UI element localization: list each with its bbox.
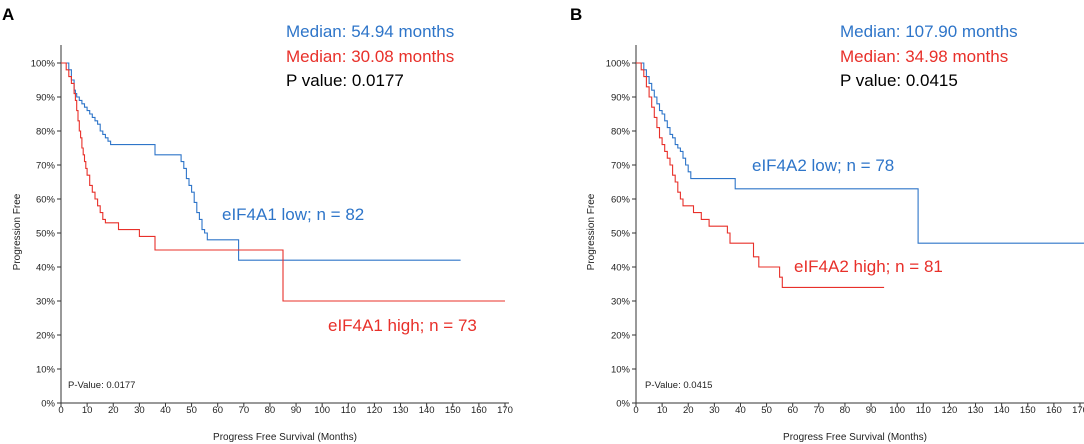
panel-b-x-tick-label: 160 (1046, 405, 1062, 416)
panel-b-y-tick-label: 80% (611, 127, 631, 138)
panel-a-x-tick-label: 170 (497, 405, 513, 416)
panel-a-y-tick-label: 80% (36, 127, 56, 138)
panel-a-x-tick-label: 70 (239, 405, 250, 416)
panel-b-x-axis-title: Progress Free Survival (Months) (783, 432, 927, 443)
panel-b-y-tick-label: 100% (606, 59, 631, 70)
panel-b-x-tick-label: 0 (633, 405, 638, 416)
panel-b-x-tick-label: 40 (735, 405, 746, 416)
panel-a-low-series-line (61, 62, 461, 261)
panel-b-y-tick-label: 0% (616, 399, 630, 410)
panel-a-y-tick-label: 60% (36, 195, 56, 206)
panel-b-p-value: P value: 0.0415 (840, 71, 958, 90)
panel-b-low-curve-label: eIF4A2 low; n = 78 (752, 156, 894, 175)
panel-a-plot: 0% 10% 20% 30% 40% 50% 60% 70% 80% 90% 100% 0 10 20 30… (31, 45, 513, 416)
panel-a: A Median: 54.94 months Median: 30.08 mon… (2, 5, 513, 443)
panel-b-x-tick-label: 50 (761, 405, 772, 416)
panel-b: B Median: 107.90 months Median: 34.98 mo… (570, 5, 1084, 443)
panel-a-high-series-line (61, 62, 505, 302)
panel-a-letter: A (2, 5, 14, 24)
panel-b-high-series-line (636, 62, 885, 288)
panel-a-x-tick-label: 20 (108, 405, 119, 416)
panel-b-y-tick-label: 90% (611, 93, 631, 104)
panel-b-x-tick-label: 110 (916, 405, 931, 416)
panel-b-x-tick-label: 100 (889, 405, 905, 416)
panel-b-x-tick-label: 150 (1020, 405, 1036, 416)
panel-b-high-curve-label: eIF4A2 high; n = 81 (794, 257, 943, 276)
panel-b-y-tick-label: 40% (611, 263, 631, 274)
panel-b-y-axis-title: Progression Free (586, 193, 597, 270)
panel-a-x-tick-label: 10 (82, 405, 93, 416)
panel-a-x-tick-label: 40 (160, 405, 171, 416)
panel-a-x-tick-label: 110 (341, 405, 356, 416)
panel-b-plot: 0% 10% 20% 30% 40% 50% 60% 70% 80% 90% 100% 0 10 20 30… (606, 45, 1084, 416)
panel-a-y-tick-label: 30% (36, 297, 56, 308)
panel-a-x-tick-label: 90 (291, 405, 302, 416)
panel-a-y-tick-label: 50% (36, 229, 56, 240)
panel-b-median-high: Median: 34.98 months (840, 47, 1008, 66)
panel-b-x-tick-label: 70 (814, 405, 825, 416)
panel-a-x-tick-label: 160 (471, 405, 487, 416)
panel-a-x-tick-label: 150 (445, 405, 461, 416)
panel-b-letter: B (570, 5, 582, 24)
panel-a-median-low: Median: 54.94 months (286, 22, 454, 41)
panel-a-low-curve-label: eIF4A1 low; n = 82 (222, 205, 364, 224)
panel-a-median-high: Median: 30.08 months (286, 47, 454, 66)
panel-b-x-tick-label: 10 (657, 405, 668, 416)
panel-b-y-tick-label: 10% (611, 365, 631, 376)
panel-b-y-tick-label: 30% (611, 297, 631, 308)
panel-b-x-tick-label: 130 (968, 405, 984, 416)
panel-a-x-tick-label: 80 (265, 405, 276, 416)
panel-b-x-tick-label: 140 (994, 405, 1010, 416)
panel-a-x-axis-title: Progress Free Survival (Months) (213, 432, 357, 443)
panel-a-x-tick-label: 120 (366, 405, 382, 416)
panel-b-y-tick-label: 50% (611, 229, 631, 240)
panel-b-x-tick-label: 80 (840, 405, 851, 416)
panel-a-x-tick-label: 50 (186, 405, 197, 416)
panel-a-y-tick-label: 0% (41, 399, 55, 410)
panel-a-x-tick-label: 60 (212, 405, 223, 416)
panel-a-x-tick-label: 30 (134, 405, 145, 416)
panel-b-x-tick-label: 90 (866, 405, 877, 416)
panel-b-median-low: Median: 107.90 months (840, 22, 1018, 41)
panel-b-low-series-line (636, 62, 1084, 244)
panel-a-high-curve-label: eIF4A1 high; n = 73 (328, 316, 477, 335)
panel-b-p-value-small: P-Value: 0.0415 (645, 380, 712, 391)
panel-a-y-tick-label: 20% (36, 331, 56, 342)
panel-a-p-value-small: P-Value: 0.0177 (68, 380, 135, 391)
panel-b-y-tick-label: 60% (611, 195, 631, 206)
panel-b-x-tick-label: 20 (683, 405, 694, 416)
panel-b-y-tick-label: 20% (611, 331, 631, 342)
panel-a-y-tick-label: 70% (36, 161, 56, 172)
panel-a-x-tick-label: 0 (58, 405, 63, 416)
panel-a-y-tick-label: 90% (36, 93, 56, 104)
panel-b-x-tick-label: 30 (709, 405, 720, 416)
panel-a-x-tick-label: 130 (393, 405, 409, 416)
panel-a-y-axis-title: Progression Free (12, 193, 23, 270)
panel-b-y-tick-label: 70% (611, 161, 631, 172)
panel-b-x-tick-label: 60 (787, 405, 798, 416)
panel-a-y-tick-label: 10% (36, 365, 56, 376)
panel-b-x-tick-label: 170 (1072, 405, 1084, 416)
panel-a-x-tick-label: 140 (419, 405, 435, 416)
panel-a-x-tick-label: 100 (314, 405, 330, 416)
panel-b-x-tick-label: 120 (941, 405, 957, 416)
panel-a-y-tick-label: 40% (36, 263, 56, 274)
panel-a-y-tick-label: 100% (31, 59, 56, 70)
panel-a-p-value: P value: 0.0177 (286, 71, 404, 90)
